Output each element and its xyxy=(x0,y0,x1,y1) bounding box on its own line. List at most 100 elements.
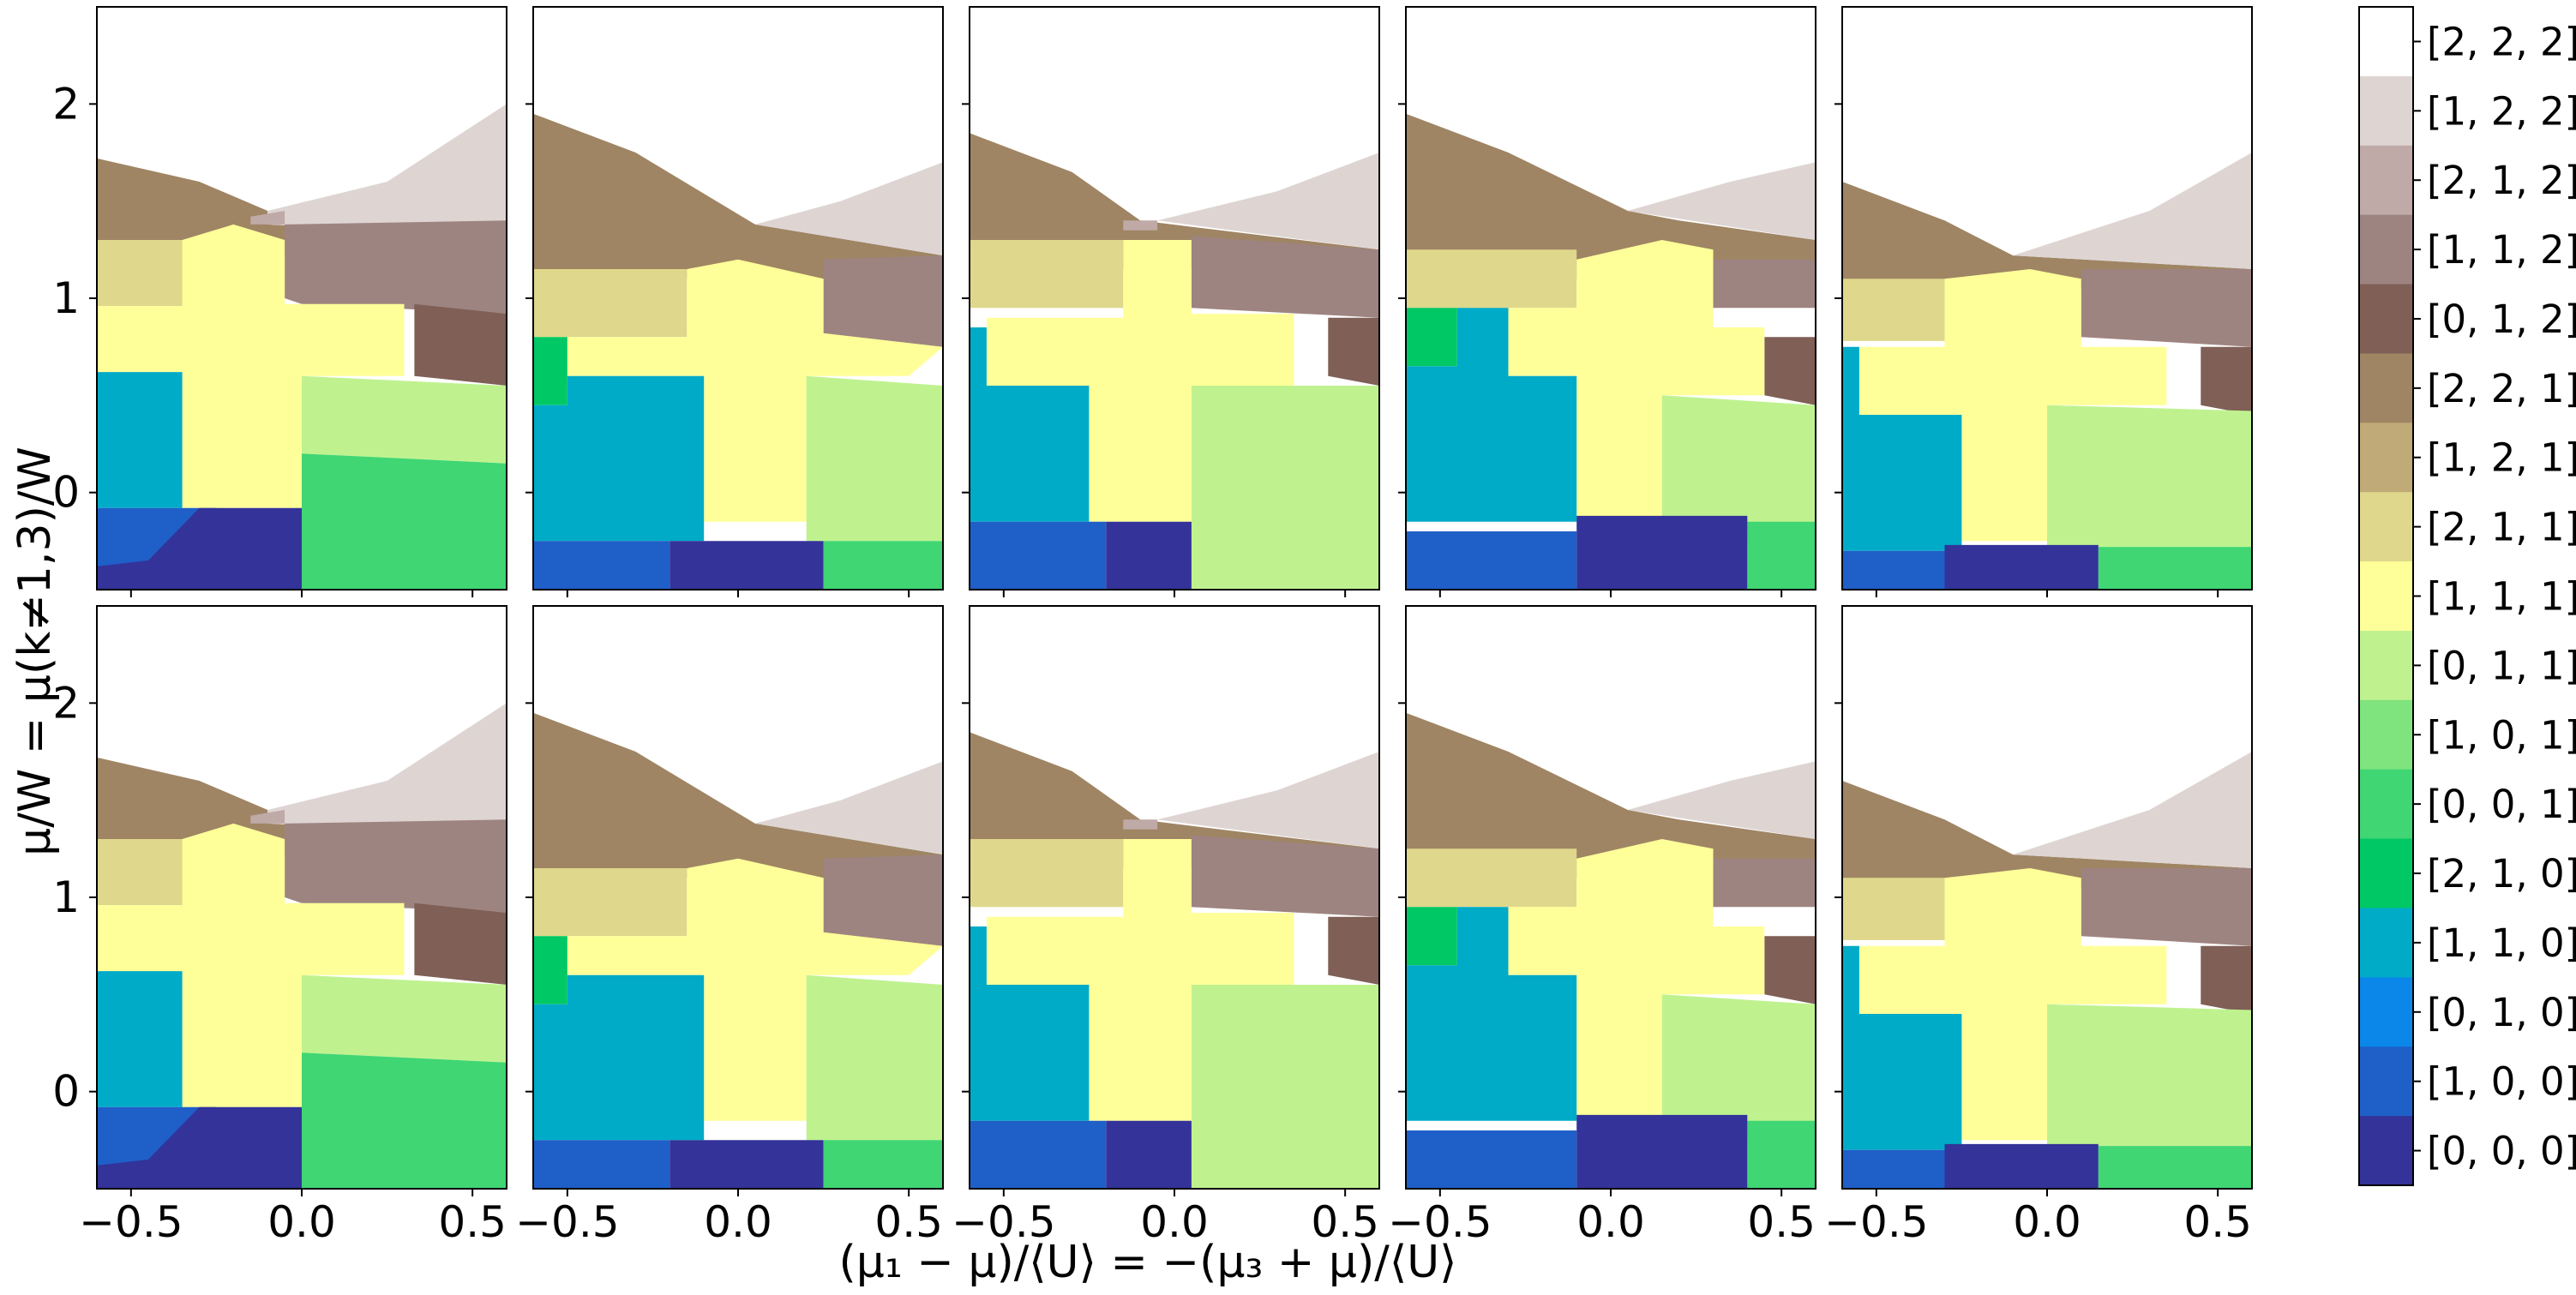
phase-region-1-1-1 xyxy=(533,259,943,522)
phase-region-1-1-2 xyxy=(1191,835,1379,917)
phase-region-1-1-0 xyxy=(533,974,705,1141)
panel-1-2 xyxy=(525,6,944,597)
phase-region-0-1-1 xyxy=(1661,395,1816,542)
phase-region-1-2-2 xyxy=(754,761,943,855)
colorbar-label: [1, 0, 0] xyxy=(2427,1059,2576,1105)
colorbar-swatch xyxy=(2359,145,2413,216)
colorbar-label: [2, 1, 1] xyxy=(2427,505,2576,550)
phase-region-1-1-2 xyxy=(823,854,943,946)
colorbar-swatch xyxy=(2359,1046,2413,1117)
phase-region-0-0-1 xyxy=(823,1140,943,1189)
phase-region-1-1-1 xyxy=(1508,839,1765,1121)
phase-region-2-2-1 xyxy=(533,712,943,878)
phase-region-1-1-2 xyxy=(2081,868,2252,946)
colorbar-swatch xyxy=(2359,699,2413,770)
phase-region-2-1-1 xyxy=(1406,249,1577,309)
colorbar-swatch xyxy=(2359,769,2413,840)
colorbar-swatch xyxy=(2359,561,2413,632)
phase-region-0-0-1 xyxy=(2098,547,2252,590)
x-tick-label: 0.5 xyxy=(1747,1197,1816,1247)
phase-region-1-1-1 xyxy=(986,839,1294,1121)
y-tick-label: 2 xyxy=(52,79,80,129)
phase-region-0-1-1 xyxy=(806,375,943,542)
x-tick-label: 0.5 xyxy=(1311,1197,1379,1247)
phase-region-1-2-2 xyxy=(754,162,943,256)
phase-region-2-2-1 xyxy=(1406,113,1816,279)
phase-region-1-2-2 xyxy=(1627,761,1816,839)
phase-region-0-1-1 xyxy=(302,974,507,1063)
phase-region-1-2-2 xyxy=(2013,752,2252,868)
phase-region-2-1-1 xyxy=(97,839,207,906)
phase-region-0-0-1 xyxy=(1747,521,1816,590)
colorbar-label: [1, 2, 1] xyxy=(2427,435,2576,481)
phase-region-1-1-0 xyxy=(97,372,183,508)
colorbar: [2, 2, 2] [1, 2, 2] [2, 1, 2] [1, 1, 2] [0, … xyxy=(2358,6,2576,1186)
x-tick-label: −0.5 xyxy=(952,1197,1055,1247)
phase-region-1-1-2 xyxy=(285,220,507,315)
phase-region-2-1-0 xyxy=(533,936,567,1004)
phase-region-1-0-0 xyxy=(1406,531,1577,590)
phase-region-2-1-2 xyxy=(250,810,285,824)
panel-1-4 xyxy=(1398,6,1816,597)
phase-region-2-1-0 xyxy=(1406,907,1457,966)
phase-region-0-0-0 xyxy=(97,507,302,590)
colorbar-swatch xyxy=(2359,353,2413,423)
phase-region-1-0-0 xyxy=(1842,1149,1945,1189)
phase-region-0-0-0 xyxy=(1944,1143,2099,1189)
colorbar-swatch xyxy=(2359,838,2413,908)
phase-region-0-0-1 xyxy=(1747,1120,1816,1189)
y-tick-label: 1 xyxy=(52,872,80,922)
x-tick-label: 0.5 xyxy=(438,1197,507,1247)
phase-region-0-0-0 xyxy=(1106,521,1192,590)
phase-region-1-0-0 xyxy=(533,541,670,590)
phase-region-2-1-1 xyxy=(1842,279,1945,341)
phase-region-1-2-2 xyxy=(1157,153,1379,250)
phase-region-2-1-2 xyxy=(1123,220,1158,231)
phase-region-0-1-2 xyxy=(1764,936,1816,1004)
phase-region-0-0-1 xyxy=(823,541,943,590)
phase-region-2-1-0 xyxy=(1406,308,1457,367)
panel-2-2: −0.5 0.0 0.5 xyxy=(515,605,944,1247)
colorbar-label: [1, 1, 0] xyxy=(2427,920,2576,966)
colorbar-label: [2, 2, 1] xyxy=(2427,366,2576,411)
colorbar-label: [0, 1, 0] xyxy=(2427,990,2576,1035)
phase-region-0-0-1 xyxy=(2098,1146,2252,1189)
phase-region-0-0-0 xyxy=(1576,515,1748,590)
colorbar-swatch xyxy=(2359,492,2413,562)
colorbar-frame xyxy=(2358,6,2414,1186)
phase-region-1-1-1 xyxy=(986,240,1294,522)
phase-region-2-1-1 xyxy=(970,839,1124,908)
panel-1-3 xyxy=(962,6,1380,597)
phase-region-0-0-0 xyxy=(670,1140,824,1189)
phase-region-1-0-0 xyxy=(1406,1130,1577,1189)
phase-region-2-2-1 xyxy=(1406,712,1816,878)
colorbar-swatch xyxy=(2359,75,2413,147)
colorbar-swatch xyxy=(2359,7,2413,77)
phase-region-0-0-0 xyxy=(1944,544,2099,590)
phase-region-1-1-1 xyxy=(1858,868,2167,1141)
colorbar-label: [1, 1, 2] xyxy=(2427,227,2576,273)
phase-region-1-1-0 xyxy=(533,375,705,542)
phase-region-0-1-2 xyxy=(2201,346,2252,415)
phase-region-1-1-0 xyxy=(1406,907,1577,1121)
phase-region-1-1-2 xyxy=(285,819,507,914)
phase-region-0-1-1 xyxy=(2047,405,2252,548)
x-tick-label: −0.5 xyxy=(1824,1197,1928,1247)
phase-region-0-0-0 xyxy=(670,541,824,590)
phase-region-1-2-2 xyxy=(1627,162,1816,240)
phase-region-1-1-1 xyxy=(533,858,943,1121)
panel-2-3: −0.5 0.0 0.5 xyxy=(952,605,1380,1247)
phase-region-1-0-0 xyxy=(1842,550,1945,590)
phase-region-1-1-0 xyxy=(1842,346,1962,551)
phase-region-2-2-1 xyxy=(970,732,1379,868)
colorbar-swatch xyxy=(2359,977,2413,1047)
colorbar-label: [2, 1, 0] xyxy=(2427,851,2576,896)
colorbar-label: [0, 0, 0] xyxy=(2427,1129,2576,1174)
x-tick-label: 0.0 xyxy=(2013,1197,2081,1247)
phase-region-2-1-0 xyxy=(533,337,567,405)
panel-1-1: 0 1 2 xyxy=(52,6,507,597)
colorbar-label: [1, 2, 2] xyxy=(2427,88,2576,134)
x-tick-label: 0.0 xyxy=(704,1197,772,1247)
phase-region-2-1-2 xyxy=(1123,819,1158,830)
